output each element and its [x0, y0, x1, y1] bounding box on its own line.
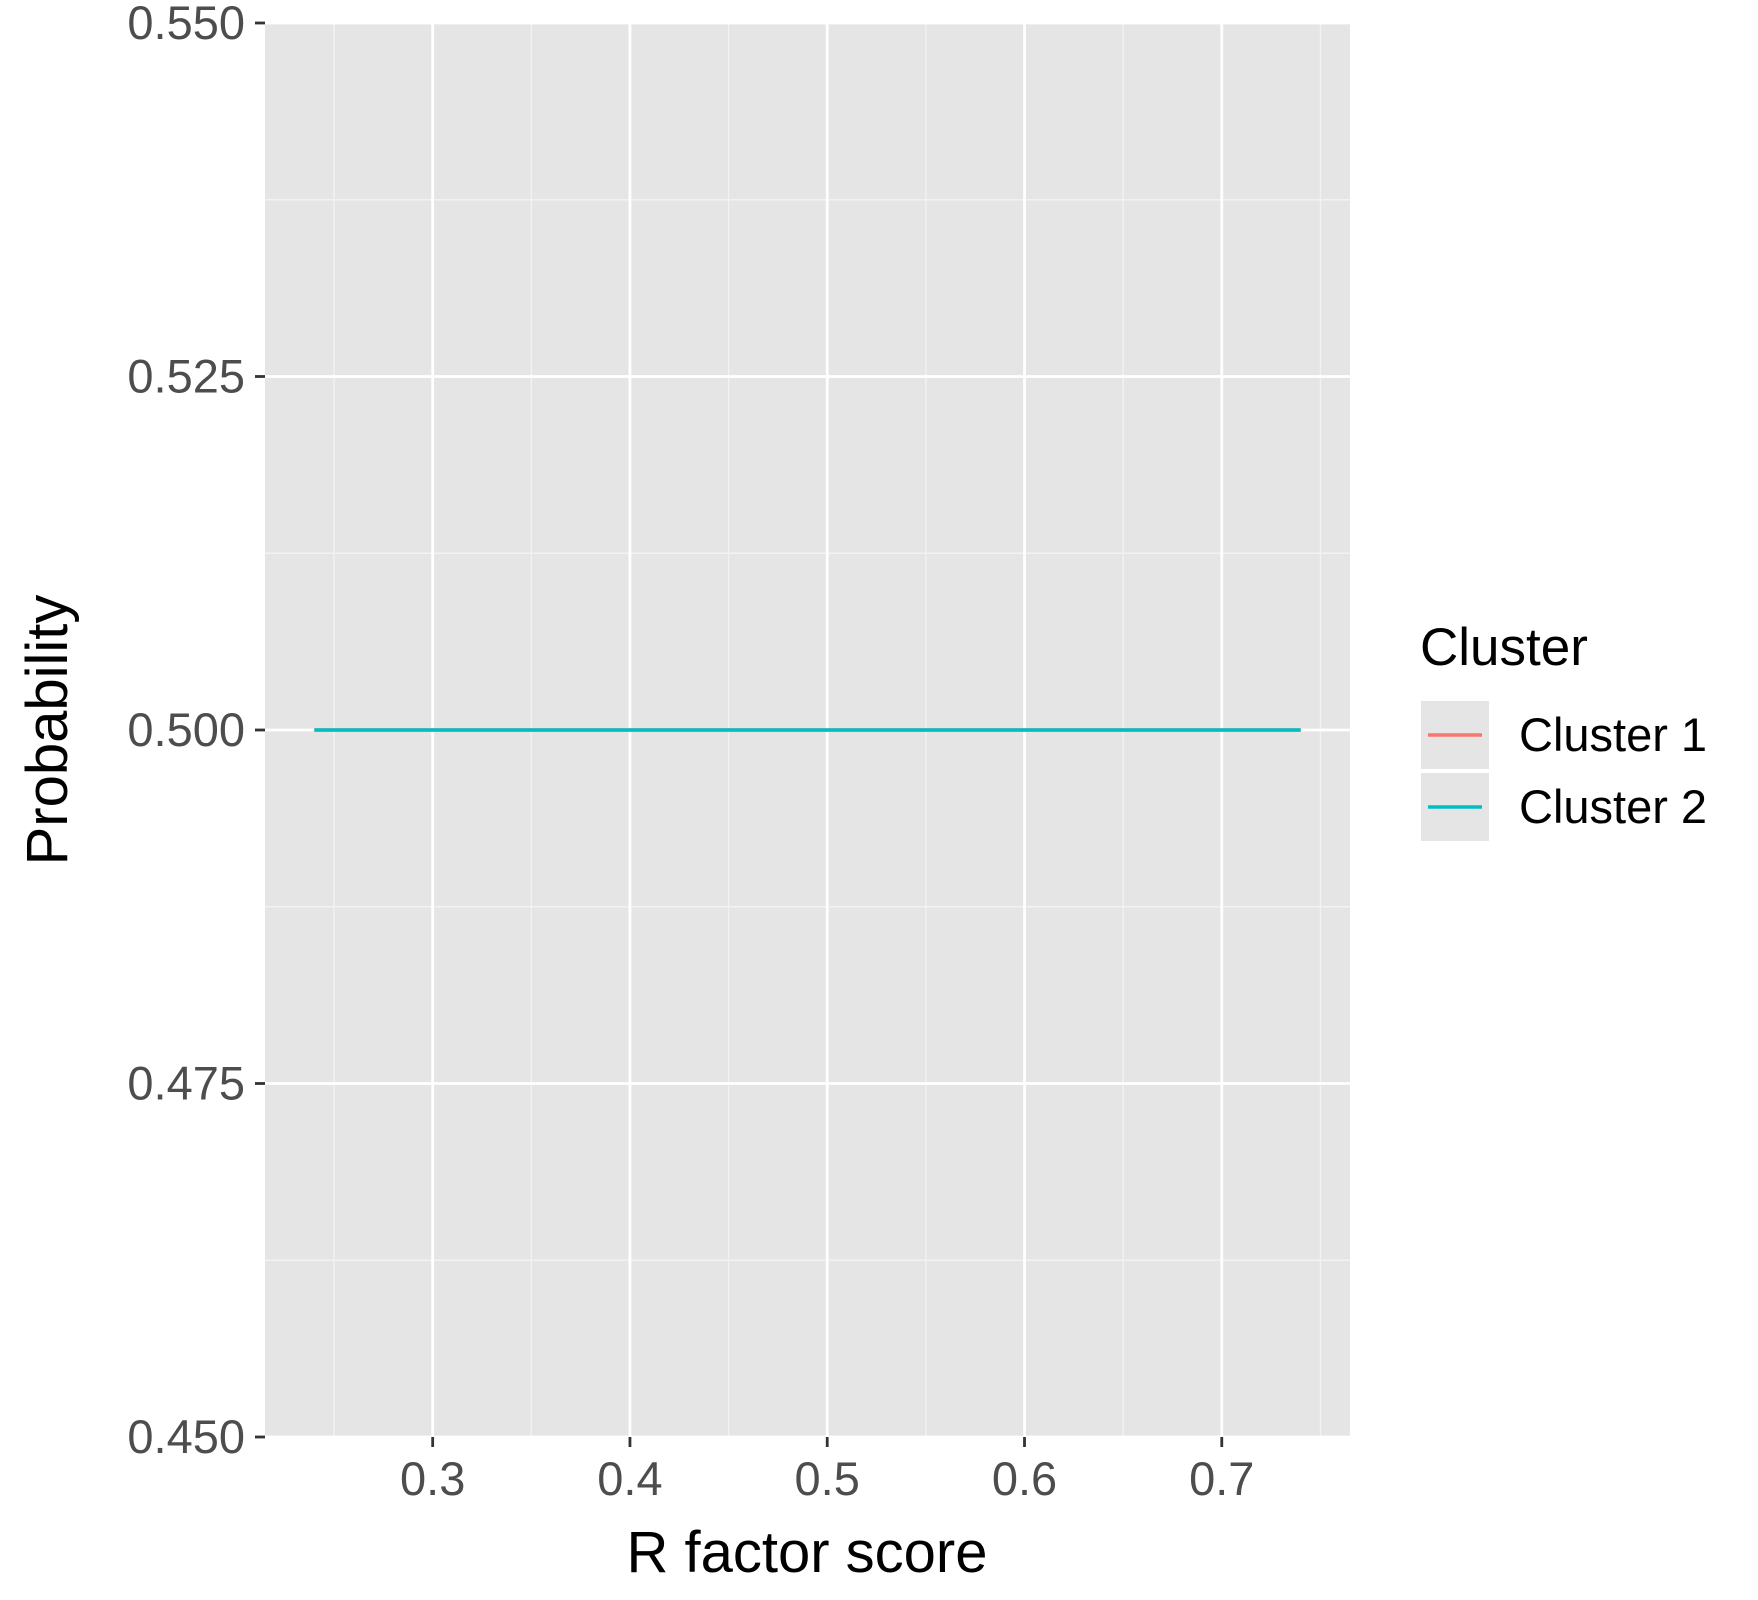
legend-label: Cluster 2: [1519, 780, 1707, 833]
x-tick-label: 0.6: [992, 1452, 1057, 1505]
x-tick-label: 0.4: [597, 1452, 662, 1505]
y-axis-title: Probability: [15, 595, 80, 866]
y-tick-label: 0.500: [127, 703, 245, 756]
legend: Cluster Cluster 1 Cluster 2: [1420, 618, 1707, 841]
x-tick-label: 0.5: [795, 1452, 860, 1505]
legend-label: Cluster 1: [1519, 708, 1707, 761]
legend-item: Cluster 2: [1421, 773, 1707, 841]
legend-entries: Cluster 1 Cluster 2: [1421, 701, 1707, 841]
y-tick-label: 0.450: [127, 1410, 245, 1463]
y-tick-label: 0.550: [127, 0, 245, 49]
x-tick-label: 0.3: [400, 1452, 465, 1505]
y-tick-label: 0.525: [127, 350, 245, 403]
x-axis: 0.3 0.4 0.5 0.6 0.7: [400, 1437, 1254, 1505]
x-tick-label: 0.7: [1189, 1452, 1254, 1505]
x-axis-title: R factor score: [627, 1520, 988, 1585]
y-axis: 0.450 0.475 0.500 0.525 0.550: [127, 0, 265, 1463]
legend-title: Cluster: [1420, 618, 1588, 677]
legend-item: Cluster 1: [1421, 701, 1707, 769]
y-tick-label: 0.475: [127, 1057, 245, 1110]
